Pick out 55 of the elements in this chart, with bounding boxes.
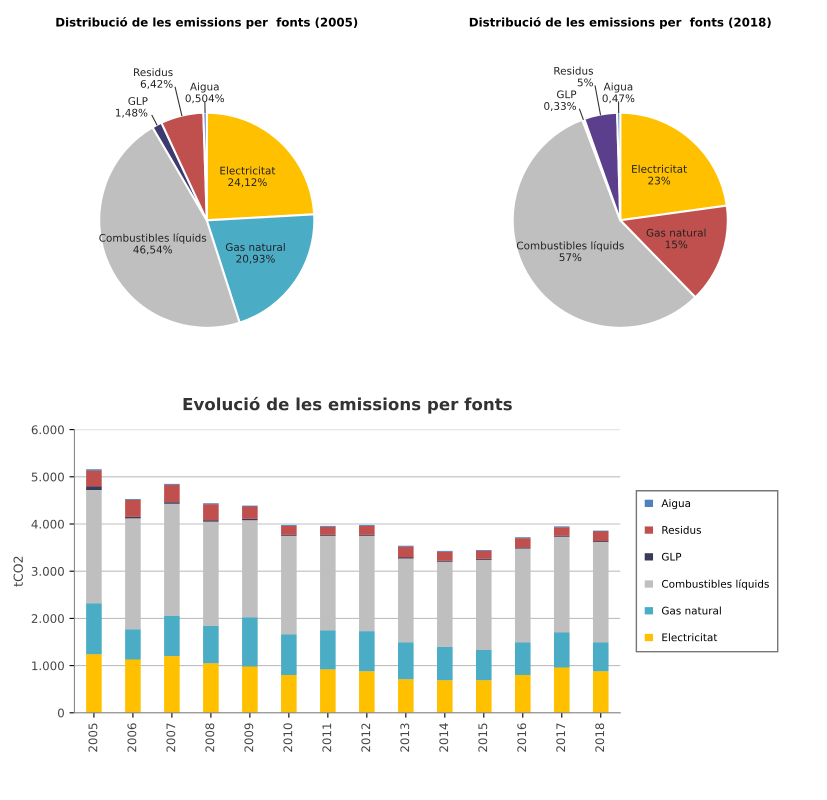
y-tick-label: 6.000 [32,425,64,434]
x-tick-label: 2010 [283,723,292,752]
x-tick-label: 2008 [205,723,214,752]
y-tick-label: 4.000 [31,520,64,529]
slice-label: Gas natural [226,242,285,251]
data-label: 23% [648,176,670,185]
legend-label: Electricitat [662,633,718,642]
data-label: 24,12% [228,178,267,188]
x-tick-label: 2013 [400,723,410,752]
slice-label: Aigua [604,82,632,93]
x-tick-label: 2005 [88,724,98,752]
y-tick-label: 5.000 [32,472,64,482]
data-label: 0,33% [544,102,576,111]
legend-label: Residus [662,526,702,534]
x-tick-label: 2018 [595,723,604,752]
chart-title: Evolució de les emissions per fonts [184,396,512,414]
y-tick-label: 3.000 [32,566,64,576]
slice-label: Residus [554,66,594,75]
data-label: 57% [560,253,582,262]
data-label: 20,93% [236,254,275,264]
data-label: 0,504% [186,94,224,104]
data-label: 15% [666,240,688,248]
x-tick-label: 2014 [439,723,448,752]
legend-label: Aigua [661,499,690,510]
x-tick-label: 2011 [322,724,332,752]
slice-label: GLP [557,90,576,98]
data-label: 0,47% [602,94,634,104]
slice-label: Electricitat [632,164,687,173]
slice-label: Combustibles líquids [99,233,206,244]
x-tick-label: 2015 [478,724,488,752]
slice-label: Combustibles líquids [516,240,624,252]
x-tick-label: 2007 [166,724,176,752]
data-label: 6,42% [140,80,173,89]
x-tick-label: 2016 [517,723,526,752]
slice-label: GLP [128,97,148,105]
data-label: 1,48% [116,108,148,118]
x-tick-label: 2017 [556,724,566,752]
legend-label: Gas natural [662,606,721,615]
chart-title: Distribució de les emissions per fonts (2018) [470,17,771,29]
y-tick-label: 0 [58,708,64,718]
y-tick-label: 2.000 [32,614,64,624]
data-label: 5% [578,78,593,86]
x-tick-label: 2009 [244,723,254,752]
y-tick-label: 1.000 [32,661,64,670]
legend-label: GLP [662,552,682,561]
y-axis-title: tCO2 [13,556,23,587]
chart-title: Distribució de les emissions per fonts (2005) [56,17,358,29]
legend-label: Combustibles líquids [662,579,769,590]
x-tick-label: 2006 [127,723,136,752]
slice-label: Gas natural [646,228,706,237]
x-tick-label: 2012 [361,724,370,752]
slice-label: Aigua [190,82,219,93]
data-label: 46,54% [133,246,172,254]
slice-label: Electricitat [220,166,276,174]
slice-label: Residus [134,68,173,76]
